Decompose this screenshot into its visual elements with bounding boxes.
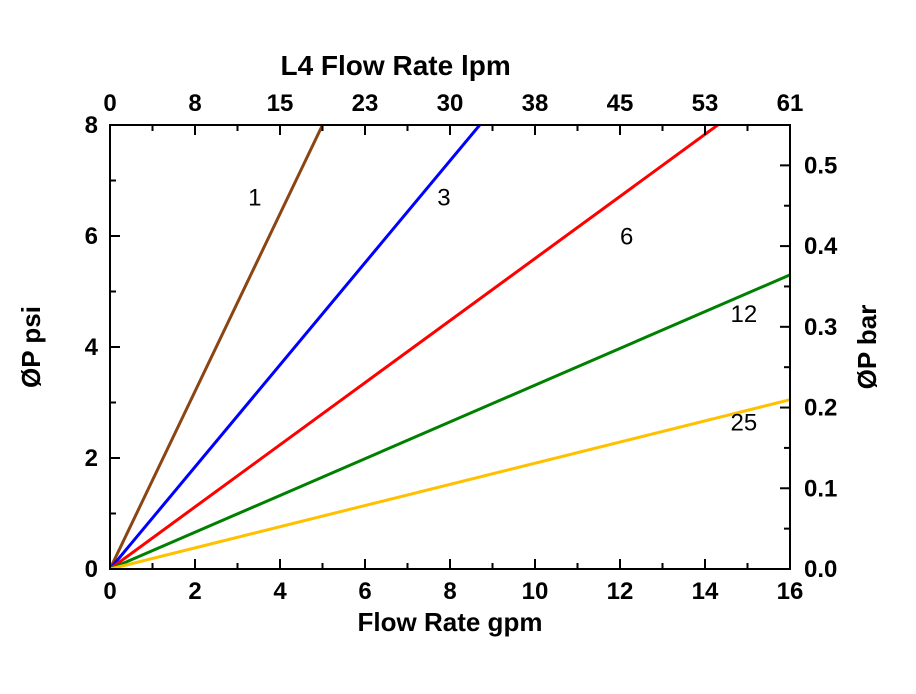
x-top-tick-label: 15: [267, 90, 294, 117]
x-bottom-tick-label: 10: [522, 578, 549, 605]
pressure-flow-chart: 0246810121416Flow Rate gpm08152330384553…: [0, 0, 916, 694]
y-right-tick-label: 0.4: [804, 233, 838, 260]
x-top-tick-label: 8: [188, 90, 201, 117]
y-left-axis-label: ØP psi: [16, 306, 46, 388]
x-bottom-tick-label: 16: [777, 578, 804, 605]
y-right-tick-label: 0.2: [804, 395, 837, 422]
y-left-tick-label: 8: [85, 112, 98, 139]
y-right-tick-label: 0.0: [804, 556, 837, 583]
x-top-tick-label: 53: [692, 90, 719, 117]
y-left-tick-label: 4: [85, 334, 99, 361]
x-bottom-tick-label: 4: [273, 578, 287, 605]
x-bottom-tick-label: 0: [103, 578, 116, 605]
y-left-tick-label: 6: [85, 223, 98, 250]
series-label-12: 12: [731, 301, 758, 328]
x-bottom-tick-label: 6: [358, 578, 371, 605]
x-top-tick-label: 30: [437, 90, 464, 117]
series-label-25: 25: [731, 409, 758, 436]
series-label-6: 6: [620, 223, 633, 250]
chart-svg: 0246810121416Flow Rate gpm08152330384553…: [0, 0, 916, 694]
y-right-tick-label: 0.3: [804, 314, 837, 341]
y-right-tick-label: 0.1: [804, 475, 837, 502]
x-top-tick-label: 38: [522, 90, 549, 117]
y-right-axis-label: ØP bar: [852, 305, 882, 390]
x-top-tick-label: 23: [352, 90, 379, 117]
y-right-tick-label: 0.5: [804, 152, 837, 179]
x-bottom-tick-label: 8: [443, 578, 456, 605]
y-left-tick-label: 0: [85, 556, 98, 583]
series-label-3: 3: [437, 184, 450, 211]
x-top-axis-label: L4 Flow Rate lpm: [280, 50, 510, 81]
x-bottom-tick-label: 12: [607, 578, 634, 605]
x-bottom-axis-label: Flow Rate gpm: [358, 607, 543, 637]
x-top-tick-label: 45: [607, 90, 634, 117]
x-top-tick-label: 0: [103, 90, 116, 117]
x-top-tick-label: 61: [777, 90, 804, 117]
x-bottom-tick-label: 14: [692, 578, 719, 605]
y-left-tick-label: 2: [85, 445, 98, 472]
x-bottom-tick-label: 2: [188, 578, 201, 605]
series-label-1: 1: [248, 184, 261, 211]
